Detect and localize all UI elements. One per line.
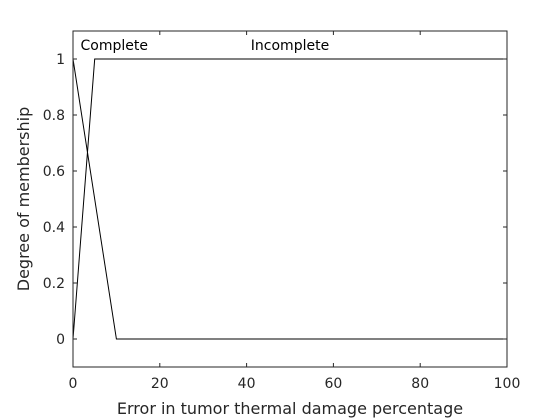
axes-box (72, 30, 508, 368)
label-layer: Complete Incomplete (80, 38, 329, 54)
plot-area (73, 31, 507, 367)
y-tick-label: 0.8 (43, 108, 65, 124)
x-tick-label: 20 (151, 376, 169, 392)
series-layer (72, 58, 507, 340)
x-tick-label: 40 (238, 376, 256, 392)
series-label-incomplete: Incomplete (251, 38, 329, 54)
x-tick-label: 80 (411, 376, 429, 392)
y-tick-label: 0.6 (43, 164, 65, 180)
y-ticks: 0 0.2 0.4 0.6 0.8 1 (43, 52, 507, 348)
y-tick-label: 0 (56, 332, 65, 348)
x-axis-title: Error in tumor thermal damage percentage (117, 399, 463, 418)
x-tick-label: 0 (69, 376, 78, 392)
y-tick-label: 1 (56, 52, 65, 68)
x-tick-label: 100 (494, 376, 521, 392)
y-tick-label: 0.4 (43, 220, 65, 236)
series-line-incomplete (72, 58, 507, 340)
x-ticks: 0 20 40 60 80 100 (69, 31, 521, 392)
y-axis-title: Degree of membership (14, 107, 33, 292)
series-label-complete: Complete (80, 38, 147, 54)
y-tick-label: 0.2 (43, 276, 65, 292)
x-tick-label: 60 (324, 376, 342, 392)
